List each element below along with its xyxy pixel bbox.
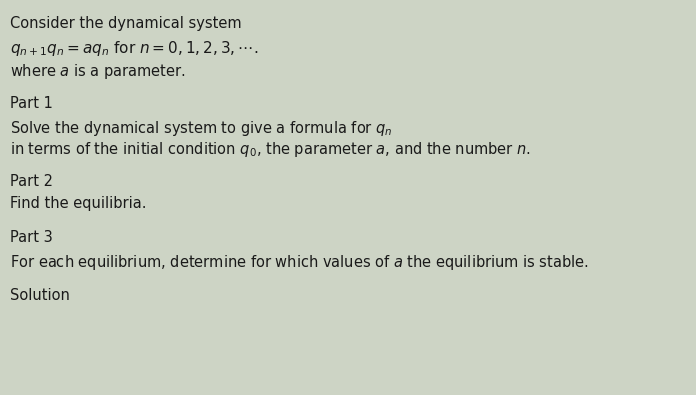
Text: Part 2: Part 2	[10, 174, 54, 189]
Text: Find the equilibria.: Find the equilibria.	[10, 196, 147, 211]
Text: Part 1: Part 1	[10, 96, 54, 111]
Text: Part 3: Part 3	[10, 230, 53, 245]
Text: For each equilibrium, determine for which values of $a$ the equilibrium is stabl: For each equilibrium, determine for whic…	[10, 253, 589, 272]
Text: Solution: Solution	[10, 288, 70, 303]
Text: in terms of the initial condition $q_0$, the parameter $a$, and the number $n$.: in terms of the initial condition $q_0$,…	[10, 140, 532, 159]
Text: where $a$ is a parameter.: where $a$ is a parameter.	[10, 62, 187, 81]
Text: Consider the dynamical system: Consider the dynamical system	[10, 16, 242, 31]
Text: $q_{n+1}q_n = aq_n$ for $n = 0, 1, 2, 3, \cdots$.: $q_{n+1}q_n = aq_n$ for $n = 0, 1, 2, 3,…	[10, 40, 259, 58]
Text: Solve the dynamical system to give a formula for $q_n$: Solve the dynamical system to give a for…	[10, 118, 393, 137]
